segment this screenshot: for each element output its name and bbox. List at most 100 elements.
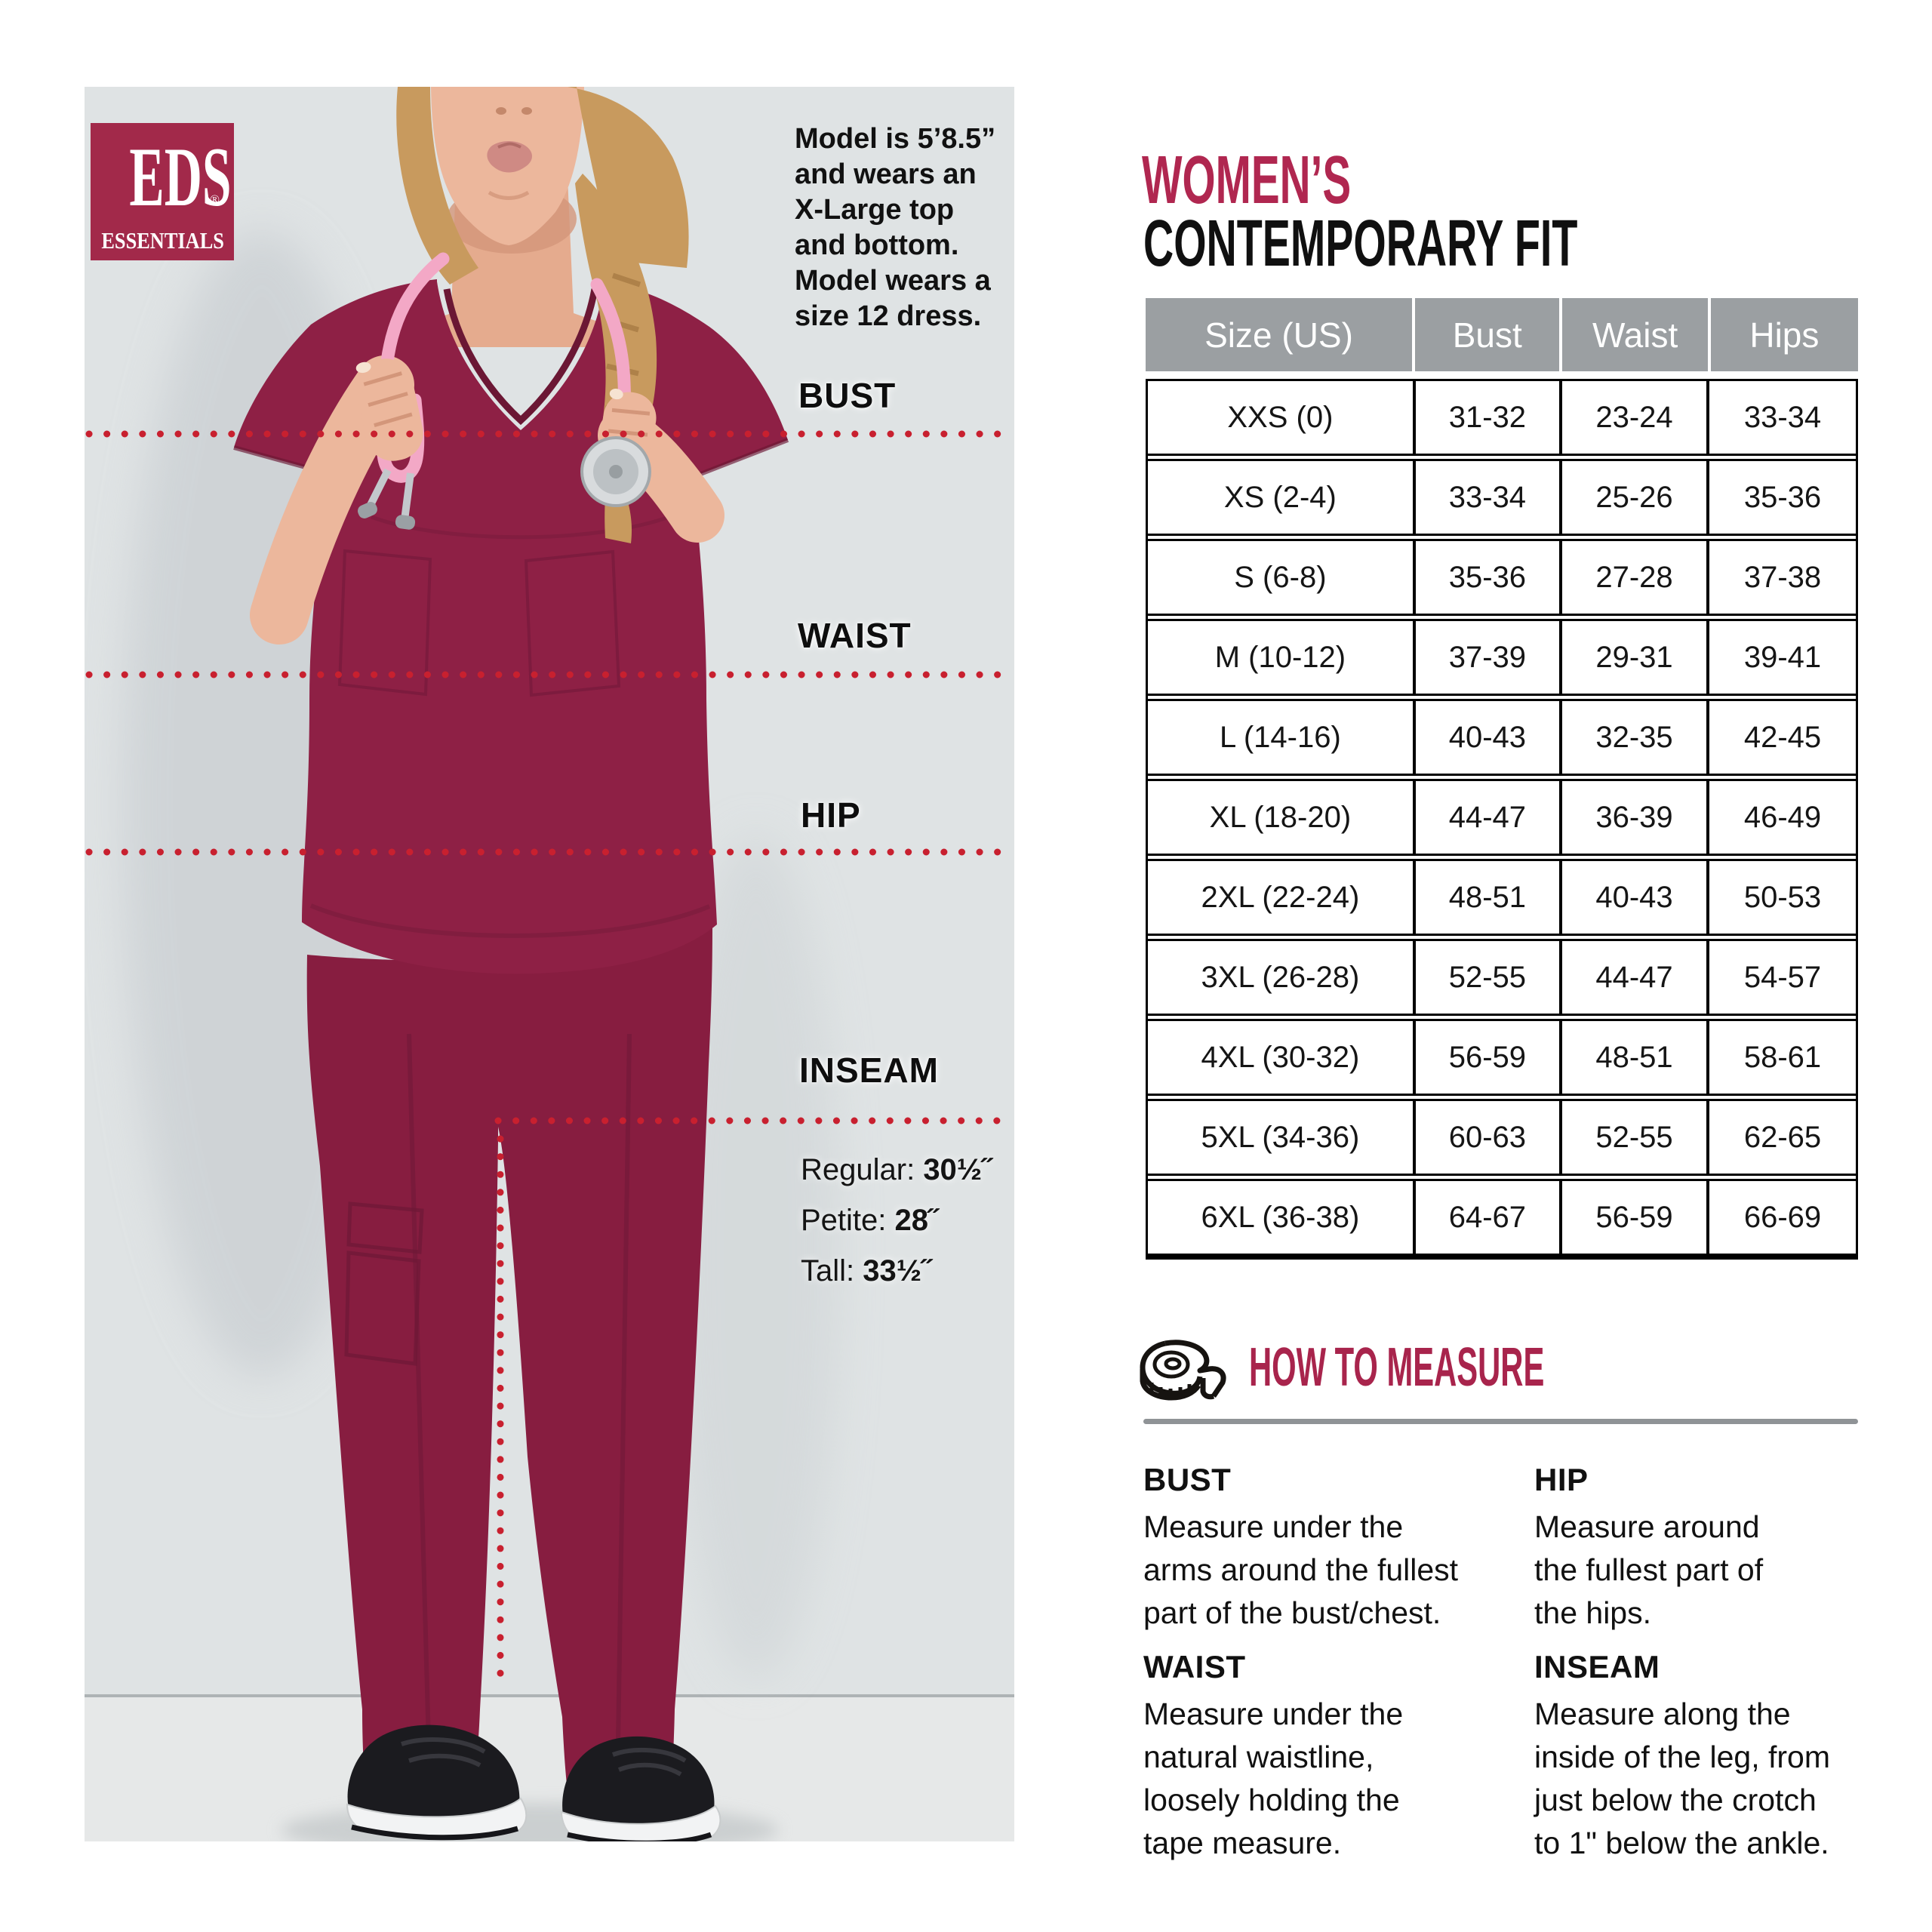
inseam-tall: Tall: 33½˝ bbox=[801, 1254, 932, 1287]
inseam-petite: Petite: 28˝ bbox=[801, 1204, 939, 1237]
table-cell: 44-47 bbox=[1558, 941, 1706, 1014]
column-header-hips: Hips bbox=[1707, 298, 1858, 371]
hair bbox=[396, 87, 689, 285]
table-cell: 64-67 bbox=[1412, 1181, 1559, 1254]
inseam-body: Measure along the inside of the leg, fro… bbox=[1534, 1697, 1830, 1860]
table-cell: 32-35 bbox=[1558, 701, 1706, 774]
table-cell: 29-31 bbox=[1558, 621, 1706, 694]
model-photo bbox=[85, 87, 1014, 1841]
table-row: M (10-12) 37-39 29-31 39-41 bbox=[1148, 621, 1856, 701]
table-cell: 52-55 bbox=[1412, 941, 1559, 1014]
lips bbox=[487, 141, 532, 173]
table-cell: XL (18-20) bbox=[1209, 800, 1352, 834]
table-row: XXS (0) 31-32 23-24 33-34 bbox=[1148, 381, 1856, 461]
eartip bbox=[358, 502, 377, 518]
bust-instructions: BUST Measure under the arms around the f… bbox=[1143, 1458, 1524, 1635]
table-cell: 25-26 bbox=[1558, 461, 1706, 534]
inseam-heading: INSEAM bbox=[1534, 1649, 1660, 1684]
table-cell: 56-59 bbox=[1558, 1181, 1706, 1254]
table-cell: 54-57 bbox=[1706, 941, 1856, 1014]
table-cell: 35-36 bbox=[1412, 541, 1559, 614]
bust-heading: BUST bbox=[1143, 1462, 1232, 1497]
table-cell: 2XL (22-24) bbox=[1201, 880, 1360, 914]
waist-heading: WAIST bbox=[1143, 1649, 1246, 1684]
section-divider bbox=[1143, 1419, 1858, 1424]
table-cell: 42-45 bbox=[1706, 701, 1856, 774]
table-cell: 35-36 bbox=[1706, 461, 1856, 534]
table-row: 4XL (30-32) 56-59 48-51 58-61 bbox=[1148, 1021, 1856, 1101]
stethoscope-chestpiece bbox=[580, 436, 651, 507]
bust-label: BUST bbox=[798, 376, 897, 415]
waist-label: WAIST bbox=[798, 616, 912, 655]
table-cell: 66-69 bbox=[1706, 1181, 1856, 1254]
table-cell: XXS (0) bbox=[1227, 400, 1334, 434]
shoe-laces bbox=[401, 1737, 486, 1767]
table-cell: 52-55 bbox=[1558, 1101, 1706, 1174]
inseam-details: Regular: 30½˝ Petite: 28˝ Tall: 33½˝ bbox=[801, 1145, 992, 1297]
table-cell: 46-49 bbox=[1706, 781, 1856, 854]
table-cell: S (6-8) bbox=[1234, 560, 1327, 594]
table-cell: 6XL (36-38) bbox=[1201, 1200, 1360, 1234]
eartip bbox=[395, 515, 416, 530]
size-table-body: XXS (0) 31-32 23-24 33-34 XS (2-4) 33-34 25-26… bbox=[1146, 379, 1858, 1260]
registered-trademark-icon: ® bbox=[210, 192, 220, 207]
page-title-line1: WOMEN’S bbox=[1142, 143, 1352, 218]
inseam-instructions: INSEAM Measure along the inside of the l… bbox=[1534, 1645, 1889, 1865]
table-cell: 44-47 bbox=[1412, 781, 1559, 854]
table-cell: 48-51 bbox=[1412, 861, 1559, 934]
table-cell: 56-59 bbox=[1412, 1021, 1559, 1094]
table-cell: 40-43 bbox=[1558, 861, 1706, 934]
size-table-header: Size (US) Bust Waist Hips bbox=[1146, 298, 1858, 371]
v-neck-trim bbox=[443, 288, 598, 426]
logo-eds-text: EDS bbox=[129, 131, 232, 224]
table-row: XS (2-4) 33-34 25-26 35-36 bbox=[1148, 461, 1856, 541]
bust-body: Measure under the arms around the fulles… bbox=[1143, 1509, 1459, 1630]
table-cell: 23-24 bbox=[1558, 381, 1706, 454]
tape-measure-icon bbox=[1140, 1340, 1226, 1401]
table-cell: 37-38 bbox=[1706, 541, 1856, 614]
table-row: L (14-16) 40-43 32-35 42-45 bbox=[1148, 701, 1856, 781]
table-cell: M (10-12) bbox=[1214, 640, 1346, 674]
table-cell: 39-41 bbox=[1706, 621, 1856, 694]
hip-heading: HIP bbox=[1534, 1462, 1589, 1497]
hip-label: HIP bbox=[801, 795, 861, 835]
table-row: 3XL (26-28) 52-55 44-47 54-57 bbox=[1148, 941, 1856, 1021]
table-cell: 62-65 bbox=[1706, 1101, 1856, 1174]
table-row: 6XL (36-38) 64-67 56-59 66-69 bbox=[1148, 1181, 1856, 1254]
table-cell: 33-34 bbox=[1706, 381, 1856, 454]
cargo-pocket bbox=[344, 1201, 424, 1366]
model-note: Model is 5’8.5” and wears an X-Large top… bbox=[795, 123, 996, 332]
table-row: XL (18-20) 44-47 36-39 46-49 bbox=[1148, 781, 1856, 861]
waist-instructions: WAIST Measure under the natural waistlin… bbox=[1143, 1645, 1524, 1865]
left-pocket bbox=[337, 549, 432, 697]
right-pocket bbox=[524, 549, 621, 697]
table-cell: 33-34 bbox=[1412, 461, 1559, 534]
inseam-label: INSEAM bbox=[799, 1051, 939, 1090]
table-row: 2XL (22-24) 48-51 40-43 50-53 bbox=[1148, 861, 1856, 941]
shoes bbox=[346, 1724, 721, 1841]
table-cell: 40-43 bbox=[1412, 701, 1559, 774]
table-cell: 50-53 bbox=[1706, 861, 1856, 934]
page-title-line2: CONTEMPORARY FIT bbox=[1143, 207, 1578, 280]
logo-essentials-text: ESSENTIALS bbox=[101, 227, 224, 254]
column-header-waist: Waist bbox=[1559, 298, 1707, 371]
column-header-size: Size (US) bbox=[1204, 315, 1353, 355]
size-table: Size (US) Bust Waist Hips XXS (0) 31-32 23… bbox=[1146, 298, 1858, 1260]
hip-body: Measure around the fullest part of the h… bbox=[1534, 1509, 1764, 1630]
floor-line bbox=[85, 1694, 1014, 1697]
table-cell: 37-39 bbox=[1412, 621, 1559, 694]
table-cell: 3XL (26-28) bbox=[1201, 960, 1360, 994]
table-row: S (6-8) 35-36 27-28 37-38 bbox=[1148, 541, 1856, 621]
table-cell: 60-63 bbox=[1412, 1101, 1559, 1174]
table-cell: 36-39 bbox=[1558, 781, 1706, 854]
column-header-bust: Bust bbox=[1412, 298, 1559, 371]
inseam-regular: Regular: 30½˝ bbox=[801, 1153, 992, 1186]
table-cell: 48-51 bbox=[1558, 1021, 1706, 1094]
table-cell: 4XL (30-32) bbox=[1201, 1040, 1360, 1074]
model-photo-panel: EDS ® ESSENTIALS Model is 5’8.5” and wea… bbox=[85, 87, 1014, 1841]
table-cell: XS (2-4) bbox=[1223, 480, 1337, 514]
table-cell: 5XL (34-36) bbox=[1201, 1120, 1360, 1154]
table-cell: 58-61 bbox=[1706, 1021, 1856, 1094]
table-row: 5XL (34-36) 60-63 52-55 62-65 bbox=[1148, 1101, 1856, 1181]
how-to-measure-title: HOW TO MEASURE bbox=[1249, 1337, 1545, 1398]
